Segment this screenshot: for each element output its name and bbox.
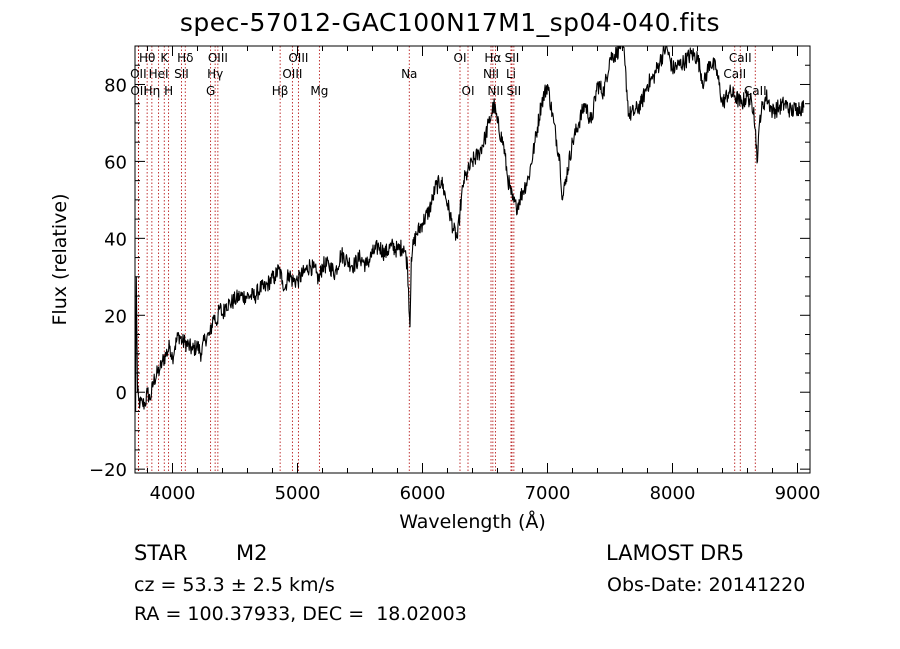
x-axis-label: Wavelength (Å) xyxy=(399,510,546,533)
line-marker-label-1: OII xyxy=(130,67,147,81)
line-marker-label-20: Hα xyxy=(484,51,501,65)
y-axis-label: Flux (relative) xyxy=(49,193,71,325)
line-marker-label-12: Hβ xyxy=(272,84,289,98)
line-marker-label-9: G xyxy=(206,84,215,98)
line-marker-label-16: Na xyxy=(401,67,417,81)
x-tick-label: 6000 xyxy=(400,483,446,504)
line-markers xyxy=(137,46,756,473)
line-marker-label-25: CaII xyxy=(723,67,746,81)
line-marker-label-24: SII xyxy=(507,84,522,98)
axes: 4000 5000 6000 7000 8000 9000 −20 0 20 40 60 80 xyxy=(89,45,821,504)
line-marker-label-21: NII xyxy=(487,84,503,98)
line-marker-label-23: SII xyxy=(505,51,520,65)
line-marker-labels: HθOIIOIIHηHeIKHSIIHδGHγOIIIHβOIIIOIIIMgN… xyxy=(130,51,767,98)
spectrum-series-line xyxy=(135,45,805,412)
line-marker-label-26: CaII xyxy=(729,51,752,65)
line-marker-label-14: OIII xyxy=(288,51,308,65)
line-marker-label-0: Hθ xyxy=(139,51,155,65)
x-tick-label: 7000 xyxy=(525,483,571,504)
line-marker-label-2: OII xyxy=(130,84,147,98)
y-tick-label: 40 xyxy=(104,229,127,250)
line-marker-label-19: NII xyxy=(483,67,499,81)
line-marker-label-8: Hδ xyxy=(177,51,193,65)
plot-frame xyxy=(134,45,811,474)
line-marker-label-13: OIII xyxy=(282,67,302,81)
y-tick-label: 0 xyxy=(116,383,127,404)
line-marker-label-18: OI xyxy=(462,84,475,98)
x-tick-label: 4000 xyxy=(150,483,196,504)
line-marker-label-17: OI xyxy=(454,51,467,65)
line-marker-label-10: Hγ xyxy=(207,67,223,81)
x-tick-label: 8000 xyxy=(650,483,696,504)
survey-name: LAMOST DR5 xyxy=(606,541,745,565)
y-tick-label: 20 xyxy=(104,306,127,327)
object-class: STAR xyxy=(134,541,188,565)
object-subclass: M2 xyxy=(236,541,268,565)
observation-date: Obs-Date: 20141220 xyxy=(607,574,806,596)
y-tick-label: −20 xyxy=(89,460,127,481)
chart-title: spec-57012-GAC100N17M1_sp04-040.fits xyxy=(179,8,721,37)
line-marker-label-3: Hη xyxy=(144,84,161,98)
line-marker-label-7: SII xyxy=(174,67,189,81)
line-marker-label-15: Mg xyxy=(310,84,328,98)
line-marker-label-22: Li xyxy=(506,67,516,81)
y-tick-label: 60 xyxy=(104,152,127,173)
x-tick-label: 9000 xyxy=(775,483,821,504)
coordinates: RA = 100.37933, DEC = 18.02003 xyxy=(134,603,467,625)
line-marker-label-27: CaII xyxy=(744,84,767,98)
y-tick-label: 80 xyxy=(104,75,127,96)
line-marker-label-11: OIII xyxy=(208,51,228,65)
line-marker-label-4: HeI xyxy=(149,67,169,81)
redshift-cz: cz = 53.3 ± 2.5 km/s xyxy=(134,574,335,596)
line-marker-label-6: H xyxy=(164,84,173,98)
line-marker-label-5: K xyxy=(160,51,169,65)
x-tick-label: 5000 xyxy=(275,483,321,504)
